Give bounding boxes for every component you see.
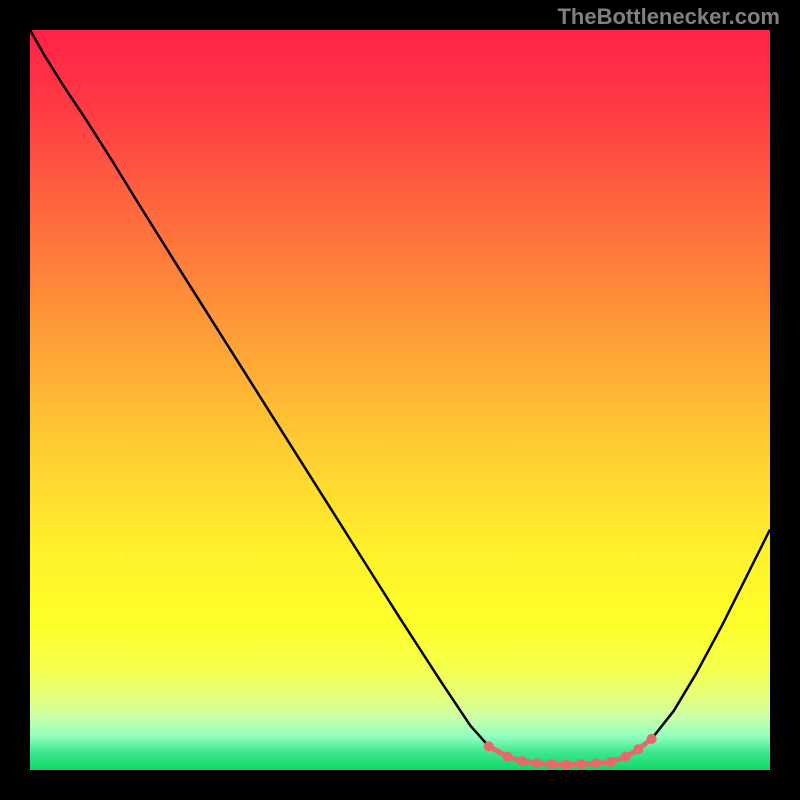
- marker-dot: [647, 734, 657, 744]
- marker-dot: [484, 741, 494, 751]
- watermark-text: TheBottlenecker.com: [557, 4, 780, 30]
- marker-dot: [517, 756, 527, 766]
- marker-dot: [621, 752, 631, 762]
- marker-dot: [562, 760, 572, 770]
- bottleneck-chart: [30, 30, 770, 770]
- marker-dot: [576, 759, 586, 769]
- plot-area: [30, 30, 770, 770]
- marker-dot: [591, 758, 601, 768]
- marker-dot: [633, 744, 643, 754]
- marker-dot: [502, 752, 512, 762]
- chart-background: [30, 30, 770, 770]
- marker-dot: [606, 757, 616, 767]
- chart-container: TheBottlenecker.com: [0, 0, 800, 800]
- marker-dot: [547, 759, 557, 769]
- marker-dot: [532, 758, 542, 768]
